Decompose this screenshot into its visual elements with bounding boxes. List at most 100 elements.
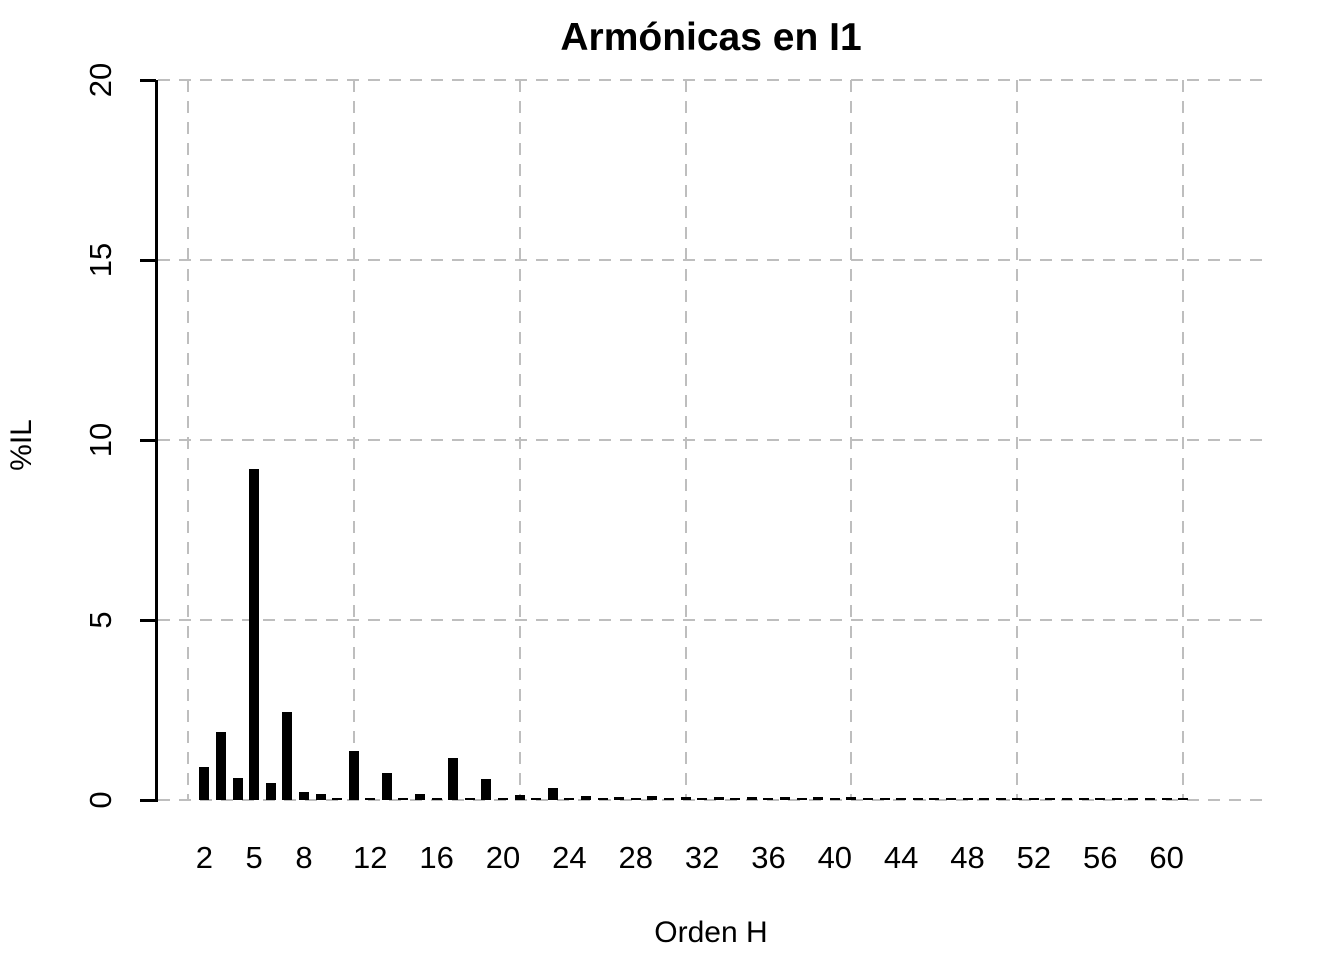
bar-h51	[1012, 798, 1022, 800]
vertical-gridline	[186, 80, 189, 800]
horizontal-gridline	[158, 619, 1263, 621]
y-axis-tick-label-text: 10	[83, 422, 118, 458]
x-axis-tick-label: 56	[1083, 840, 1118, 875]
bar-h27	[614, 797, 624, 800]
bar-h19	[481, 779, 491, 800]
bar-h58	[1128, 798, 1138, 800]
bar-h55	[1079, 798, 1089, 800]
bar-h53	[1045, 798, 1055, 800]
bar-h56	[1095, 798, 1105, 800]
bar-h41	[846, 797, 856, 800]
horizontal-gridline	[158, 439, 1263, 441]
bar-h32	[697, 798, 707, 800]
x-axis-tick-label: 32	[684, 840, 720, 875]
bar-h47	[946, 798, 956, 800]
x-axis-tick-label: 20	[485, 840, 521, 875]
vertical-gridline	[850, 80, 853, 800]
bar-h3	[216, 732, 226, 800]
bar-h37	[780, 797, 790, 800]
bar-h40	[830, 798, 840, 800]
bar-h43	[880, 798, 890, 800]
y-axis-tick-label-text: 20	[83, 62, 118, 98]
bar-h4	[233, 778, 243, 800]
bar-h33	[714, 797, 724, 800]
bar-h38	[797, 798, 807, 800]
y-axis-title-text: %IL	[5, 419, 38, 471]
y-axis-tick-label-text: 0	[83, 791, 118, 809]
bar-h17	[448, 758, 458, 800]
bar-h35	[747, 797, 757, 800]
bar-h34	[730, 798, 740, 800]
bar-h2	[199, 767, 209, 800]
bar-h20	[498, 798, 508, 800]
bar-h26	[598, 798, 608, 800]
bar-h30	[664, 798, 674, 800]
vertical-gridline	[518, 80, 521, 800]
bar-h23	[548, 788, 558, 800]
x-axis-tick-label: 16	[419, 840, 454, 875]
bar-h24	[564, 798, 574, 800]
x-axis-tick-label: 8	[295, 840, 313, 875]
bar-h61	[1178, 798, 1188, 800]
x-axis-tick-label: 48	[950, 840, 985, 875]
x-axis-tick-label: 12	[353, 840, 388, 875]
bar-h45	[913, 798, 923, 800]
bar-h9	[316, 794, 326, 800]
bar-h8	[299, 792, 309, 800]
bar-h10	[332, 798, 342, 800]
x-axis-tick-label: 44	[883, 840, 919, 875]
horizontal-gridline	[158, 259, 1263, 261]
x-axis-tick-label: 60	[1149, 840, 1184, 875]
x-axis-tick-label: 5	[245, 840, 263, 875]
x-axis-tick-label: 40	[817, 840, 853, 875]
bar-h36	[763, 798, 773, 800]
x-axis-tick-label: 28	[618, 840, 653, 875]
bar-h5	[249, 469, 259, 800]
x-axis-tick-label: 36	[751, 840, 786, 875]
vertical-gridline	[1016, 80, 1019, 800]
x-axis-tick-label: 2	[195, 840, 214, 875]
x-axis-tick-label: 52	[1016, 840, 1052, 875]
bar-h39	[813, 797, 823, 800]
y-axis-tick	[140, 438, 156, 442]
y-axis-tick-label-text: 15	[83, 242, 118, 278]
bar-h28	[631, 798, 641, 800]
bar-h22	[531, 798, 541, 800]
y-axis-tick	[140, 798, 156, 802]
bar-h6	[266, 783, 276, 800]
bar-h46	[929, 798, 939, 800]
vertical-gridline	[684, 80, 687, 800]
bar-h42	[863, 798, 873, 800]
x-axis-title: Orden H	[654, 916, 768, 949]
bar-h25	[581, 796, 591, 800]
y-axis-tick	[140, 618, 156, 622]
y-axis-line	[155, 80, 158, 802]
bar-h13	[382, 773, 392, 800]
bar-h50	[996, 798, 1006, 800]
chart-title: Armónicas en I1	[560, 16, 862, 59]
bar-h52	[1029, 798, 1039, 800]
y-axis-tick-label-text: 5	[83, 611, 118, 629]
bar-h60	[1162, 798, 1172, 800]
bar-h59	[1145, 798, 1155, 800]
bar-h54	[1062, 798, 1072, 800]
bar-h49	[979, 798, 989, 800]
bar-h44	[896, 798, 906, 800]
bar-h18	[465, 798, 475, 800]
bar-h31	[681, 797, 691, 800]
horizontal-gridline	[158, 799, 1263, 801]
y-axis-tick	[140, 258, 156, 262]
bar-h7	[282, 712, 292, 800]
bar-h11	[349, 751, 359, 800]
horizontal-gridline	[158, 79, 1263, 81]
bar-h21	[515, 795, 525, 800]
y-axis-tick	[140, 78, 156, 82]
vertical-gridline	[1182, 80, 1185, 800]
bar-h29	[647, 796, 657, 800]
vertical-gridline	[352, 80, 355, 800]
bar-h57	[1112, 798, 1122, 800]
bar-h16	[432, 798, 442, 800]
bar-h12	[365, 798, 375, 800]
x-axis-tick-label: 24	[552, 840, 587, 875]
